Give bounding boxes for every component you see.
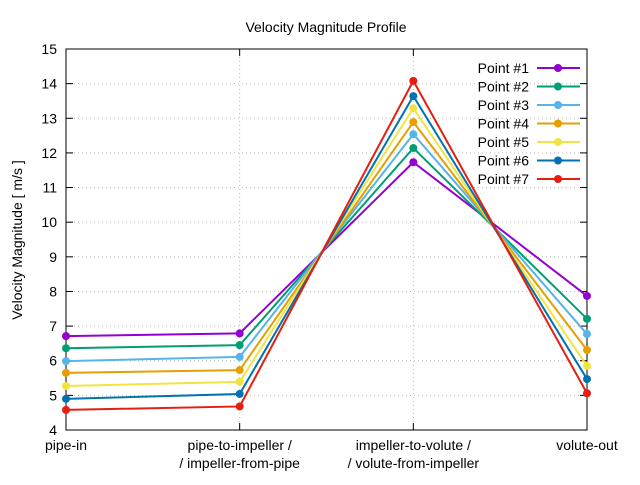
y-axis-label: Velocity Magnitude [ m/s ] bbox=[9, 160, 25, 320]
y-tick-label: 15 bbox=[41, 41, 57, 57]
legend-label: Point #7 bbox=[478, 171, 530, 187]
legend-marker bbox=[554, 138, 562, 146]
y-tick-label: 7 bbox=[49, 318, 57, 334]
y-tick-label: 12 bbox=[41, 145, 57, 161]
data-point bbox=[583, 314, 591, 323]
y-tick-label: 4 bbox=[49, 422, 57, 438]
data-point bbox=[583, 291, 591, 300]
x-tick-label: / volute-from-impeller bbox=[348, 455, 480, 471]
data-point bbox=[62, 382, 70, 391]
data-point bbox=[62, 332, 70, 341]
legend-label: Point #5 bbox=[478, 134, 530, 150]
legend-marker bbox=[554, 156, 562, 165]
legend-label: Point #6 bbox=[478, 153, 530, 169]
y-tick-label: 13 bbox=[41, 110, 57, 126]
plot-border bbox=[65, 48, 588, 431]
data-point bbox=[62, 357, 70, 366]
legend-label: Point #4 bbox=[478, 116, 530, 132]
data-point bbox=[409, 158, 418, 167]
y-tick-label: 6 bbox=[49, 353, 57, 369]
legend-label: Point #2 bbox=[478, 79, 530, 95]
x-tick-label: volute-out bbox=[556, 437, 618, 453]
legend-marker bbox=[554, 82, 562, 91]
data-point bbox=[583, 389, 591, 398]
chart-title: Velocity Magnitude Profile bbox=[245, 19, 406, 35]
data-point bbox=[235, 389, 244, 398]
x-tick-label: pipe-in bbox=[45, 437, 87, 453]
y-tick-label: 10 bbox=[41, 214, 57, 230]
data-point bbox=[62, 394, 70, 403]
legend-marker bbox=[554, 119, 562, 128]
legend-label: Point #1 bbox=[478, 60, 530, 76]
data-point bbox=[583, 375, 591, 384]
data-point bbox=[409, 104, 418, 113]
data-point bbox=[583, 345, 591, 354]
data-point bbox=[409, 144, 418, 153]
data-point bbox=[235, 366, 244, 375]
data-point bbox=[235, 352, 244, 361]
data-point bbox=[235, 341, 244, 350]
data-point bbox=[583, 361, 591, 370]
x-tick-label: / impeller-from-pipe bbox=[179, 455, 300, 471]
y-tick-label: 14 bbox=[41, 76, 57, 92]
legend-marker bbox=[554, 175, 562, 183]
y-tick-label: 8 bbox=[49, 283, 57, 299]
series-line bbox=[65, 78, 588, 411]
data-point bbox=[583, 330, 591, 339]
data-point bbox=[409, 92, 418, 101]
y-tick-label: 5 bbox=[49, 387, 57, 403]
data-point bbox=[409, 118, 418, 127]
data-point bbox=[62, 405, 70, 414]
y-tick-label: 9 bbox=[49, 249, 57, 265]
series-7 bbox=[62, 76, 591, 414]
x-tick-label: impeller-to-volute / bbox=[356, 437, 471, 453]
legend-label: Point #3 bbox=[478, 97, 530, 113]
x-tick-label: pipe-to-impeller / bbox=[188, 437, 292, 453]
data-point bbox=[62, 368, 70, 377]
data-point bbox=[409, 130, 418, 139]
data-point bbox=[235, 329, 244, 338]
legend-marker bbox=[554, 101, 562, 109]
data-point bbox=[235, 377, 244, 386]
y-tick-label: 11 bbox=[42, 180, 57, 196]
data-point bbox=[409, 76, 418, 85]
data-point bbox=[62, 344, 70, 353]
data-point bbox=[235, 402, 244, 411]
legend-marker bbox=[554, 64, 562, 72]
